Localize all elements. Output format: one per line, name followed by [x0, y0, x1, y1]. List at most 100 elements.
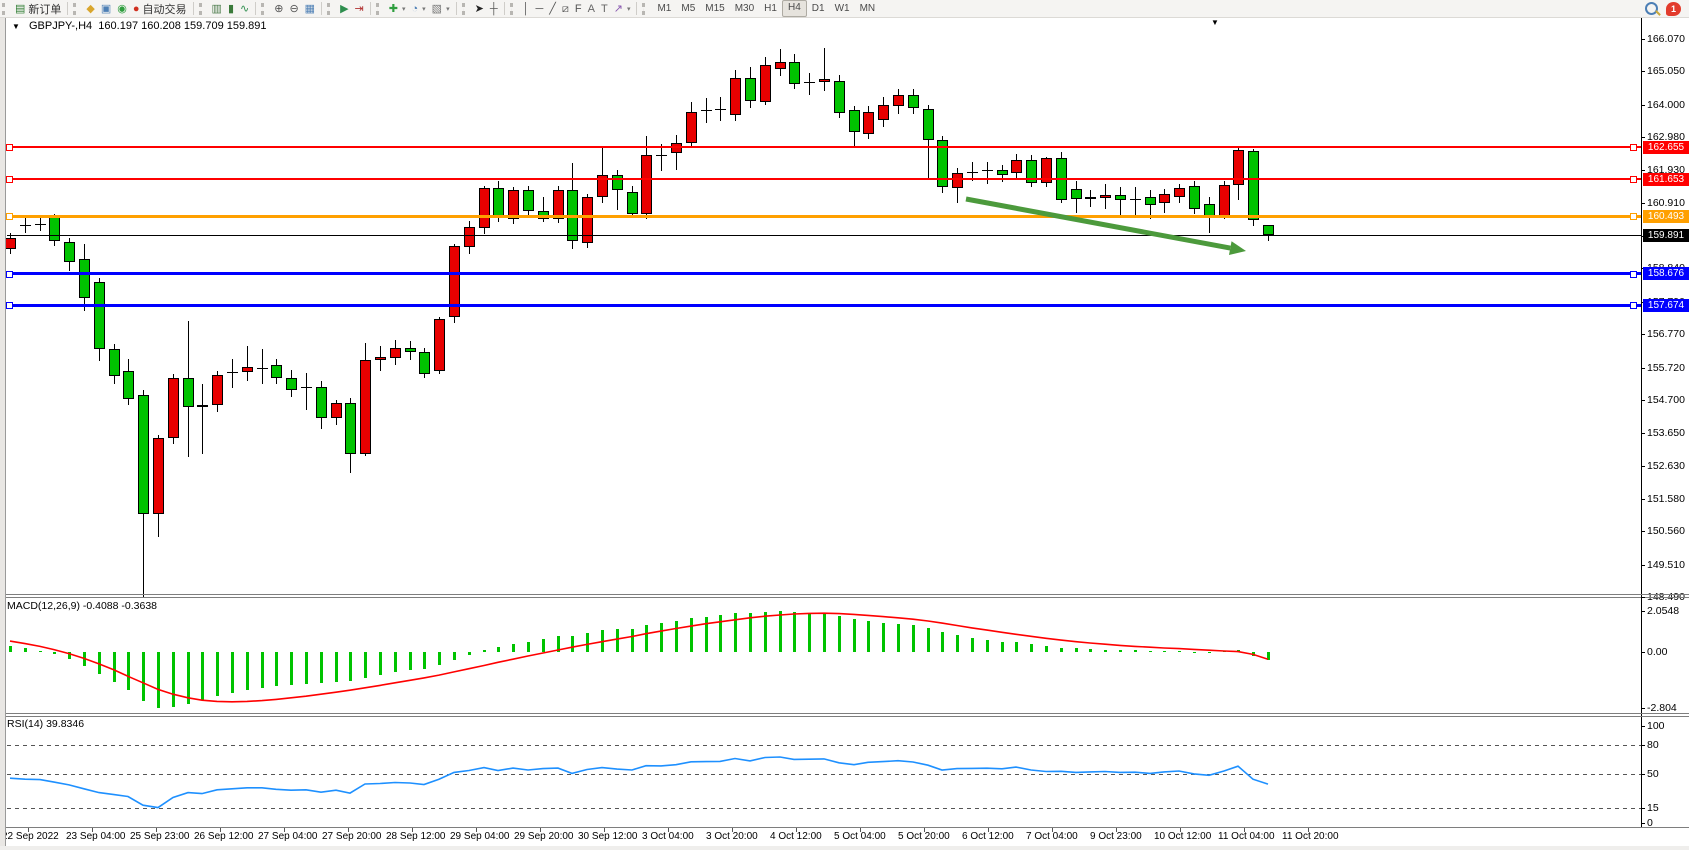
hline-162.655[interactable]	[7, 146, 1641, 148]
macd-histogram-bar	[853, 619, 856, 652]
timeframe-m5-button[interactable]: M5	[681, 3, 696, 14]
hline-handle[interactable]	[6, 271, 13, 278]
line-chart-button[interactable]: ∿	[237, 1, 252, 17]
macd-histogram-bar	[142, 652, 145, 701]
new-order-icon: ▤	[15, 2, 26, 15]
toolbar-grip	[375, 2, 384, 15]
macd-histogram-bar	[912, 625, 915, 652]
trendline-button[interactable]: ╱	[546, 1, 559, 17]
candle	[834, 81, 845, 113]
fibonacci-button[interactable]: F	[572, 1, 585, 17]
hline-handle[interactable]	[1630, 213, 1637, 220]
hline-158.676[interactable]	[7, 272, 1641, 275]
timeframe-w1-button[interactable]: W1	[834, 3, 850, 14]
candle-wick	[987, 162, 988, 184]
timeframe-h4-button[interactable]: H4	[781, 0, 807, 17]
toolbar-grip	[642, 2, 650, 15]
macd-histogram-bar	[438, 652, 441, 665]
hline-handle[interactable]	[1630, 302, 1637, 309]
crosshair-button[interactable]: ┼	[487, 1, 501, 17]
chart-shift-marker-icon[interactable]: ▼	[1211, 18, 1219, 27]
macd-histogram-bar	[1075, 648, 1078, 652]
date-tick-mark	[92, 828, 93, 832]
zoom-in-icon: ⊕	[274, 2, 284, 15]
candle-wick	[972, 162, 973, 181]
charts-button[interactable]: ◆	[83, 1, 97, 17]
date-axis-label: 30 Sep 12:00	[578, 831, 638, 842]
macd-histogram-bar	[1237, 650, 1240, 652]
tile-windows-button[interactable]: ▦	[302, 1, 318, 17]
date-axis-label: 5 Oct 20:00	[898, 831, 950, 842]
signals-button[interactable]: ◉	[114, 1, 130, 17]
auto-scroll-button[interactable]: ▶	[337, 1, 351, 17]
text-button[interactable]: A	[585, 1, 598, 17]
templates-button-dropdown-icon[interactable]: ▾	[446, 5, 450, 13]
macd-histogram-bar	[838, 616, 841, 652]
zoom-in-button[interactable]: ⊕	[271, 1, 286, 17]
candle	[923, 109, 934, 140]
candle	[730, 78, 741, 115]
macd-histogram-bar	[557, 636, 560, 652]
hline-handle[interactable]	[1630, 271, 1637, 278]
chart-shift-button[interactable]: ⇥	[352, 1, 367, 17]
macd-histogram-bar	[409, 652, 412, 670]
macd-histogram-bar	[1060, 648, 1063, 652]
arrows-button[interactable]: ↗ ▾	[611, 1, 634, 17]
pane-separator	[6, 827, 1689, 828]
channel-button[interactable]: ⧄	[559, 1, 572, 17]
bar-chart-button[interactable]: ▥	[209, 1, 225, 17]
timeframe-m30-button[interactable]: M30	[734, 3, 755, 14]
notifications-icon[interactable]: 1	[1666, 1, 1681, 16]
candle-chart-button[interactable]: ▮	[225, 1, 237, 17]
indicators-icon: ✚	[388, 2, 398, 15]
hline-handle[interactable]	[6, 302, 13, 309]
label-button[interactable]: T	[598, 1, 611, 17]
zoom-out-button[interactable]: ⊖	[286, 1, 301, 17]
timeframe-h1-button[interactable]: H1	[764, 3, 777, 14]
candle-wick	[661, 144, 662, 171]
price-tick-label: 155.720	[1647, 361, 1685, 374]
hline-161.653[interactable]	[7, 178, 1641, 180]
cursor-button[interactable]: ➤	[472, 1, 487, 17]
hline-157.674[interactable]	[7, 304, 1641, 307]
candle	[1071, 189, 1082, 199]
hline-handle[interactable]	[1630, 144, 1637, 151]
indicators-button-dropdown-icon[interactable]: ▾	[401, 5, 406, 13]
price-tick-label: 166.070	[1647, 33, 1685, 45]
indicators-button[interactable]: ✚ ▾	[386, 1, 409, 17]
market-watch-button[interactable]: ▣	[98, 1, 114, 17]
hline-handle[interactable]	[6, 213, 13, 220]
toolbar-separator	[503, 2, 505, 15]
price-tick-mark	[1641, 597, 1645, 598]
templates-button[interactable]: ▧ ▾	[429, 1, 453, 17]
candle	[212, 375, 223, 405]
timeframe-m1-button[interactable]: M1	[657, 3, 672, 14]
arrows-button-dropdown-icon[interactable]: ▾	[626, 5, 631, 13]
hline-button[interactable]: ─	[532, 1, 546, 17]
macd-histogram-bar	[349, 652, 352, 681]
periods-button[interactable]: ◔ ▾	[409, 1, 429, 17]
hline-160.493[interactable]	[7, 215, 1641, 218]
autotrading-button[interactable]: ● 自动交易	[130, 1, 190, 17]
candle	[819, 79, 830, 82]
one-click-trading-toggle-icon[interactable]: ▼	[12, 22, 20, 31]
date-axis-label: 6 Oct 12:00	[962, 831, 1014, 842]
candle-chart-icon: ▮	[227, 2, 235, 15]
search-icon[interactable]	[1645, 2, 1658, 15]
candle	[257, 368, 268, 369]
vline-button[interactable]: │	[520, 1, 533, 17]
timeframe-d1-button[interactable]: D1	[811, 3, 825, 14]
new-order-button[interactable]: ▤ 新订单	[12, 1, 64, 17]
hline-159.891[interactable]	[7, 235, 1641, 236]
candle-wick	[1120, 187, 1121, 217]
hline-handle[interactable]	[6, 176, 13, 183]
hline-handle[interactable]	[1630, 176, 1637, 183]
timeframe-m15-button[interactable]: M15	[705, 3, 725, 14]
periods-button-dropdown-icon[interactable]: ▾	[422, 5, 426, 13]
candle	[523, 190, 534, 211]
macd-histogram-bar	[1149, 651, 1152, 652]
timeframe-mn-button[interactable]: MN	[859, 3, 876, 14]
hline-handle[interactable]	[6, 144, 13, 151]
candle	[138, 395, 149, 514]
